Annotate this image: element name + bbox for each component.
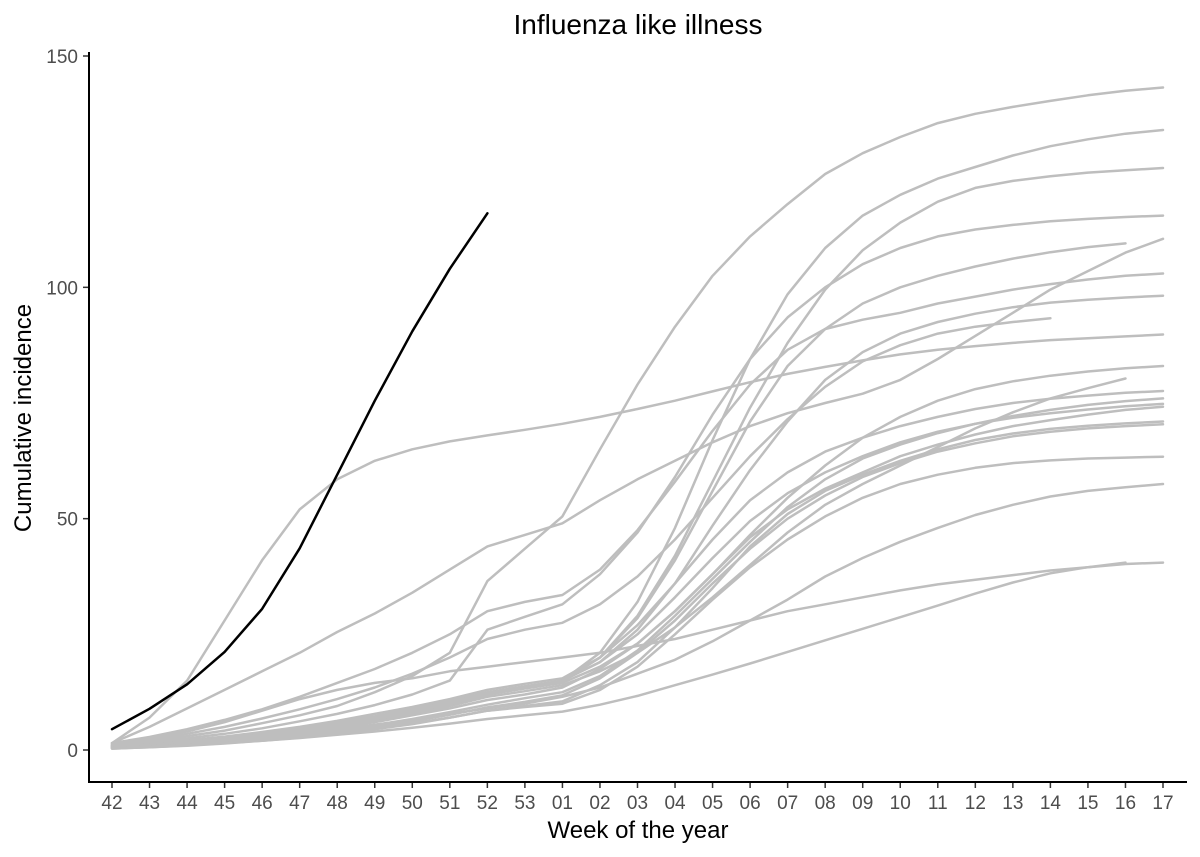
- past-season-line: [110, 272, 1165, 745]
- past-season-line: [110, 455, 1165, 750]
- x-tick-label: 10: [890, 793, 911, 814]
- x-tick-label: 43: [139, 793, 160, 814]
- past-season-line: [110, 294, 1165, 748]
- past-season-line: [110, 397, 1165, 750]
- x-tick-label: 52: [477, 793, 498, 814]
- x-tick-label: 44: [177, 793, 199, 814]
- y-tick-label: 150: [46, 47, 78, 68]
- x-tick-label: 53: [514, 793, 535, 814]
- past-season-line: [110, 364, 1165, 749]
- past-season-line: [110, 317, 1052, 746]
- past-season-line: [110, 423, 1165, 750]
- x-tick-label: 49: [364, 793, 385, 814]
- x-tick-label: 01: [552, 793, 573, 814]
- y-tick-label: 0: [67, 741, 78, 762]
- x-axis-ticks: 42 43 44 45 46 47 48 49 50 51 52 53 01 02 03 04 05 06 07 08…: [101, 782, 1174, 814]
- past-season-line: [110, 389, 1165, 747]
- x-tick-label: 04: [664, 793, 686, 814]
- y-axis-title: Cumulative incidence: [10, 304, 37, 532]
- x-tick-label: 50: [402, 793, 423, 814]
- x-tick-label: 48: [327, 793, 348, 814]
- x-tick-label: 15: [1077, 793, 1098, 814]
- chart-title: Influenza like illness: [513, 9, 762, 40]
- x-tick-label: 42: [101, 793, 122, 814]
- x-tick-label: 02: [589, 793, 610, 814]
- x-tick-label: 51: [439, 793, 460, 814]
- past-season-line: [110, 86, 1165, 747]
- x-axis-title: Week of the year: [548, 817, 729, 844]
- current-season-line: [110, 212, 489, 731]
- y-tick-label: 100: [46, 278, 78, 299]
- x-tick-label: 09: [852, 793, 873, 814]
- x-tick-label: 13: [1002, 793, 1023, 814]
- x-tick-label: 12: [965, 793, 986, 814]
- x-tick-label: 11: [928, 793, 948, 814]
- x-tick-label: 16: [1115, 793, 1136, 814]
- x-tick-label: 07: [777, 793, 798, 814]
- past-season-line: [110, 333, 1165, 745]
- past-season-line: [110, 166, 1165, 749]
- x-tick-label: 46: [252, 793, 273, 814]
- x-tick-label: 47: [289, 793, 310, 814]
- x-tick-label: 08: [815, 793, 836, 814]
- past-season-line: [110, 214, 1165, 747]
- x-tick-label: 06: [740, 793, 761, 814]
- past-season-line: [110, 561, 1165, 746]
- y-axis-ticks: 0 50 100 150: [46, 47, 89, 762]
- y-tick-label: 50: [57, 510, 78, 531]
- x-tick-label: 14: [1040, 793, 1062, 814]
- x-tick-label: 05: [702, 793, 723, 814]
- x-tick-label: 17: [1152, 793, 1173, 814]
- x-tick-label: 03: [627, 793, 648, 814]
- past-season-line: [110, 237, 1165, 745]
- series-layer: [110, 86, 1165, 750]
- x-tick-label: 45: [214, 793, 235, 814]
- past-season-line: [110, 128, 1165, 749]
